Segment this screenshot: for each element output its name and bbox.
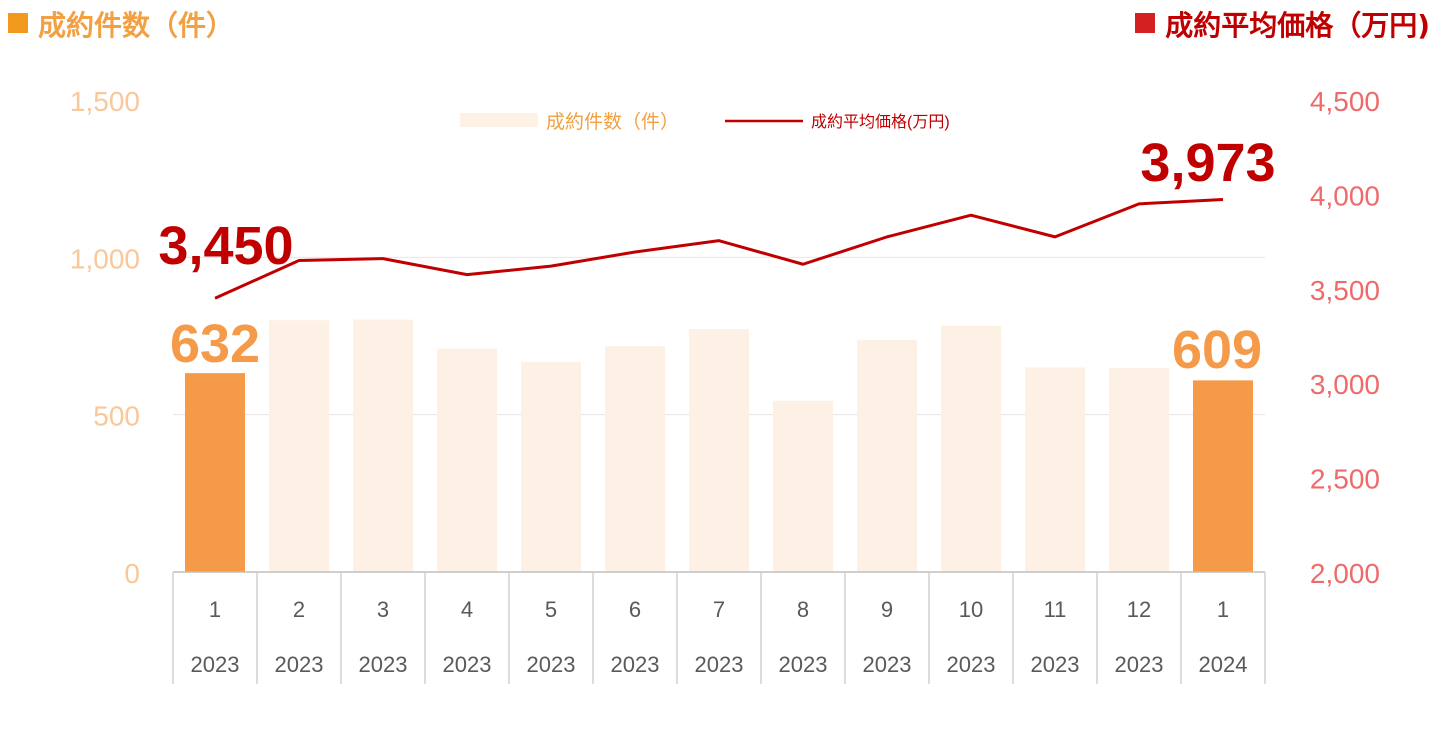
x-axis-month-label: 3 bbox=[377, 597, 389, 622]
x-axis-month-label: 4 bbox=[461, 597, 473, 622]
x-axis-month-label: 1 bbox=[1217, 597, 1229, 622]
x-axis-month-label: 2 bbox=[293, 597, 305, 622]
x-axis-year-label: 2023 bbox=[1115, 652, 1164, 677]
right-axis-tick-label: 4,500 bbox=[1310, 86, 1380, 117]
left-axis-title: 成約件数（件） bbox=[8, 4, 234, 44]
line-data-label: 3,450 bbox=[158, 216, 293, 276]
bar-data-label: 609 bbox=[1172, 320, 1262, 380]
bar bbox=[605, 346, 665, 572]
right-title-square-icon bbox=[1135, 13, 1156, 33]
x-axis-year-label: 2023 bbox=[947, 652, 996, 677]
bar bbox=[1025, 367, 1085, 572]
bar bbox=[269, 320, 329, 572]
right-axis-tick-label: 2,500 bbox=[1310, 464, 1380, 495]
bar bbox=[1193, 380, 1253, 572]
left-axis-title-text: 成約件数（件） bbox=[38, 9, 235, 42]
x-axis-year-label: 2023 bbox=[275, 652, 324, 677]
x-axis-year-label: 2023 bbox=[191, 652, 240, 677]
bar bbox=[521, 361, 581, 572]
x-axis-month-label: 1 bbox=[209, 597, 221, 622]
bar bbox=[689, 329, 749, 572]
bar bbox=[941, 325, 1001, 572]
right-axis-title: 成約平均価格（万円) bbox=[1135, 4, 1430, 44]
right-axis-tick-label: 3,500 bbox=[1310, 275, 1380, 306]
x-axis-month-label: 6 bbox=[629, 597, 641, 622]
x-axis-month-label: 7 bbox=[713, 597, 725, 622]
line-data-label: 3,973 bbox=[1140, 133, 1275, 193]
x-axis-year-label: 2023 bbox=[527, 652, 576, 677]
bar bbox=[185, 373, 245, 572]
left-axis-tick-label: 1,500 bbox=[70, 86, 140, 117]
legend-bar-swatch bbox=[460, 113, 538, 127]
right-axis-tick-label: 3,000 bbox=[1310, 369, 1380, 400]
right-axis-tick-label: 4,000 bbox=[1310, 180, 1380, 211]
bar bbox=[773, 400, 833, 572]
bar bbox=[353, 319, 413, 572]
left-axis-tick-label: 1,000 bbox=[70, 243, 140, 274]
right-axis-title-text: 成約平均価格（万円) bbox=[1165, 9, 1430, 42]
bar bbox=[1109, 368, 1169, 572]
bar bbox=[857, 339, 917, 572]
x-axis-year-label: 2023 bbox=[779, 652, 828, 677]
bar bbox=[437, 348, 497, 572]
x-axis-month-label: 11 bbox=[1044, 597, 1067, 622]
legend-bar-label: 成約件数（件） bbox=[546, 111, 679, 133]
price-line bbox=[214, 197, 1224, 300]
x-axis-month-label: 12 bbox=[1127, 597, 1151, 622]
x-axis-year-label: 2023 bbox=[611, 652, 660, 677]
x-axis-month-label: 5 bbox=[545, 597, 557, 622]
legend-line-label: 成約平均価格(万円) bbox=[811, 113, 950, 131]
x-axis-year-label: 2023 bbox=[695, 652, 744, 677]
x-axis-year-label: 2023 bbox=[359, 652, 408, 677]
left-axis-tick-label: 0 bbox=[124, 558, 140, 589]
x-axis-month-label: 8 bbox=[797, 597, 809, 622]
bar-data-label: 632 bbox=[170, 314, 260, 374]
x-axis-year-label: 2023 bbox=[443, 652, 492, 677]
x-axis-month-label: 9 bbox=[881, 597, 893, 622]
x-axis-year-label: 2023 bbox=[863, 652, 912, 677]
x-axis-month-label: 10 bbox=[959, 597, 983, 622]
right-axis-tick-label: 2,000 bbox=[1310, 558, 1380, 589]
left-title-square-icon bbox=[8, 13, 28, 33]
left-axis-tick-label: 500 bbox=[93, 401, 140, 432]
x-axis-year-label: 2023 bbox=[1031, 652, 1080, 677]
x-axis-year-label: 2024 bbox=[1199, 652, 1248, 677]
